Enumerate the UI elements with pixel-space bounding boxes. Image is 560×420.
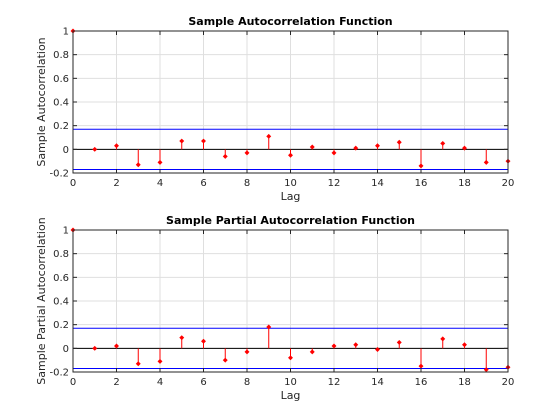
y-tick-label: 0.8 (53, 50, 69, 61)
x-tick-label: 20 (502, 377, 515, 388)
y-tick-label: 0.2 (53, 121, 69, 132)
stem-marker (179, 138, 185, 144)
stem-marker (440, 336, 446, 342)
y-tick-label: 0.6 (53, 273, 69, 284)
stem-marker (288, 355, 293, 361)
stem-marker (375, 143, 380, 149)
y-tick-label: 0 (63, 344, 69, 355)
stem-marker (157, 159, 163, 165)
x-tick-label: 14 (371, 377, 384, 388)
stem-marker (222, 357, 228, 363)
x-tick-label: 6 (200, 377, 206, 388)
x-tick-label: 2 (113, 178, 119, 189)
stem-marker (418, 363, 424, 369)
y-tick-label: 1 (63, 27, 69, 38)
x-tick-label: 10 (284, 178, 297, 189)
stem-marker (309, 144, 315, 150)
stem-marker (331, 150, 337, 156)
x-tick-label: 0 (70, 178, 76, 189)
chart-title: Sample Partial Autocorrelation Function (166, 214, 415, 227)
chart-title: Sample Autocorrelation Function (188, 15, 392, 28)
x-tick-label: 6 (200, 178, 206, 189)
y-tick-label: -0.2 (49, 368, 69, 379)
stem-marker (331, 343, 337, 349)
stem-marker (179, 335, 185, 341)
y-tick-label: 1 (63, 226, 69, 237)
y-tick-label: 0.8 (53, 249, 69, 260)
stem-marker (157, 358, 163, 364)
x-axis-label: Lag (281, 190, 301, 203)
stem-marker (201, 338, 206, 344)
stem-marker (266, 324, 272, 330)
stem-marker (462, 342, 467, 348)
stem-marker (462, 145, 467, 151)
x-tick-label: 8 (244, 178, 250, 189)
x-tick-label: 4 (157, 178, 163, 189)
stem-marker (114, 343, 119, 349)
x-tick-label: 16 (415, 178, 428, 189)
stem-marker (309, 349, 315, 355)
stem-marker (396, 339, 402, 345)
y-axis-label: Sample Partial Autocorrelation (35, 217, 48, 384)
stem-marker (244, 150, 250, 156)
stem-marker (135, 162, 141, 168)
x-tick-label: 12 (328, 377, 341, 388)
y-tick-label: -0.2 (49, 169, 69, 180)
stem-marker (201, 138, 206, 144)
x-tick-label: 16 (415, 377, 428, 388)
x-tick-label: 20 (502, 178, 515, 189)
x-tick-label: 4 (157, 377, 163, 388)
x-tick-label: 14 (371, 178, 384, 189)
y-tick-label: 0.6 (53, 74, 69, 85)
stem-marker (396, 139, 402, 145)
stem-marker (353, 342, 359, 348)
y-tick-label: 0 (63, 145, 69, 156)
y-tick-label: 0.4 (53, 98, 69, 109)
stem-marker (92, 345, 98, 351)
stem-marker (222, 153, 228, 159)
stem-marker (375, 347, 380, 352)
stem-marker (114, 143, 119, 149)
stem-marker (418, 163, 424, 169)
stem-marker (440, 140, 446, 146)
stem-marker (288, 152, 293, 158)
x-tick-label: 10 (284, 377, 297, 388)
x-tick-label: 12 (328, 178, 341, 189)
stem-marker (483, 159, 489, 165)
acf-plot: 0 2 4 6 8 10 12 14 16 18 20-0.200.20.40.60.81Sampl… (35, 15, 514, 203)
y-tick-label: 0.4 (53, 297, 69, 308)
stem-marker (92, 146, 98, 152)
x-tick-label: 18 (458, 178, 471, 189)
x-tick-label: 18 (458, 377, 471, 388)
x-tick-label: 0 (70, 377, 76, 388)
x-axis-label: Lag (281, 389, 301, 402)
pacf-plot: 0 2 4 6 8 10 12 14 16 18 20-0.200.20.40.60.81Sampl… (35, 214, 514, 402)
stem-marker (135, 361, 141, 367)
y-tick-label: 0.2 (53, 320, 69, 331)
stem-marker (483, 367, 489, 373)
x-tick-label: 8 (244, 377, 250, 388)
y-axis-label: Sample Autocorrelation (35, 37, 48, 166)
x-tick-label: 2 (113, 377, 119, 388)
stem-marker (266, 133, 272, 139)
stem-marker (353, 145, 359, 151)
stem-marker (244, 349, 250, 355)
